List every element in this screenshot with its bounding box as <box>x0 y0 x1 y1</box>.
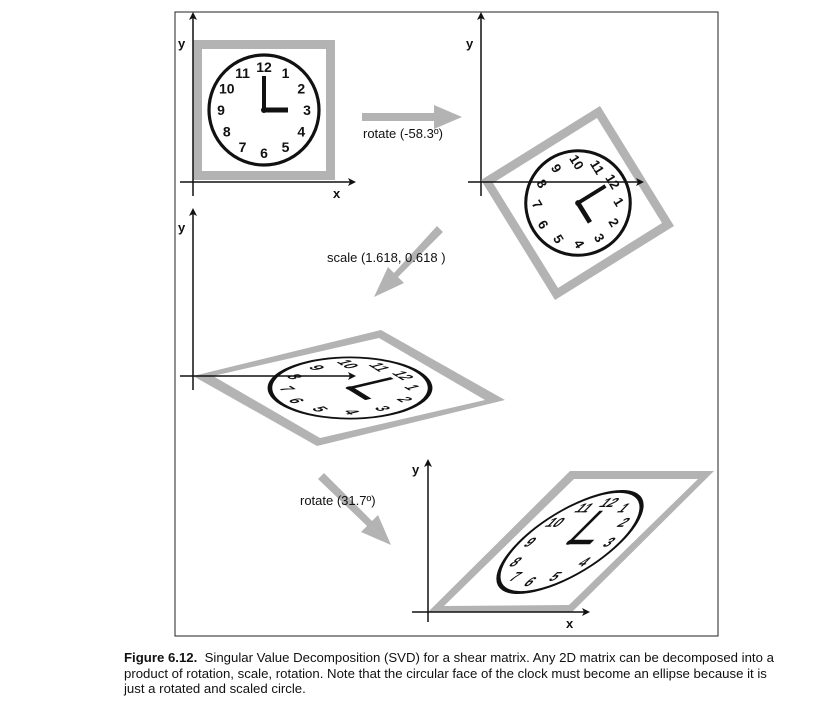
clock-numeral: 5 <box>282 139 290 155</box>
clock-center <box>575 200 581 206</box>
y-axis-label: y <box>412 462 420 477</box>
clock-numeral: 7 <box>274 385 299 393</box>
clock-center <box>566 539 574 545</box>
clock-numeral: 1 <box>399 383 424 391</box>
clock-numeral: 3 <box>303 102 311 118</box>
clock-numeral: 8 <box>223 124 231 140</box>
clock-center <box>261 107 267 113</box>
step-label-rotate-2: rotate (31.7º) <box>300 493 376 508</box>
clock-numeral: 12 <box>387 370 418 382</box>
clock-numeral: 11 <box>363 361 394 373</box>
clock-numeral: 6 <box>283 397 308 405</box>
figure-caption: Figure 6.12. Singular Value Decompositio… <box>124 650 789 697</box>
clock-numeral: 9 <box>217 102 225 118</box>
step-arrow <box>362 105 462 129</box>
arrow-scale: scale (1.618, 0.618 ) <box>327 226 446 297</box>
arrow-rotate-2: rotate (31.7º) <box>300 473 391 545</box>
y-axis-label: y <box>178 36 186 51</box>
clock-numeral: 5 <box>307 405 332 413</box>
x-axis-label: x <box>566 616 574 631</box>
clock-numeral: 2 <box>391 396 416 404</box>
y-axis-label: y <box>178 220 186 235</box>
minute-hand <box>568 510 604 543</box>
arrow-rotate-1: rotate (-58.3º) <box>362 105 462 141</box>
clock-numeral: 4 <box>338 408 363 416</box>
clock-numeral: 8 <box>281 373 306 381</box>
clock-center <box>345 386 355 390</box>
clock-numeral: 10 <box>219 81 235 97</box>
clock-numeral: 9 <box>303 364 328 372</box>
step-label-scale: scale (1.618, 0.618 ) <box>327 250 446 265</box>
clock-numeral: 3 <box>369 405 394 413</box>
minute-hand <box>348 377 394 389</box>
caption-text: Singular Value Decomposition (SVD) for a… <box>124 650 774 697</box>
step-arrow <box>374 226 443 297</box>
figure-border <box>174 11 719 637</box>
hour-hand <box>575 201 593 224</box>
clock-numeral: 4 <box>297 124 305 140</box>
clock-numeral: 10 <box>566 152 587 172</box>
clock-numeral: 7 <box>239 139 247 155</box>
step-arrow <box>318 473 391 545</box>
clock-numeral: 1 <box>282 65 290 81</box>
y-axis-label: y <box>466 36 474 51</box>
clock-numeral: 10 <box>331 358 362 370</box>
step-label-rotate-1: rotate (-58.3º) <box>363 126 443 141</box>
clock-numeral: 6 <box>260 145 268 161</box>
caption-label: Figure 6.12. <box>124 650 198 665</box>
x-axis-label: x <box>333 186 341 201</box>
minute-hand <box>577 184 607 205</box>
hour-hand <box>346 387 372 401</box>
clock-numeral: 12 <box>256 59 272 75</box>
clock-numeral: 11 <box>235 65 250 81</box>
clock-numeral: 2 <box>297 81 305 97</box>
